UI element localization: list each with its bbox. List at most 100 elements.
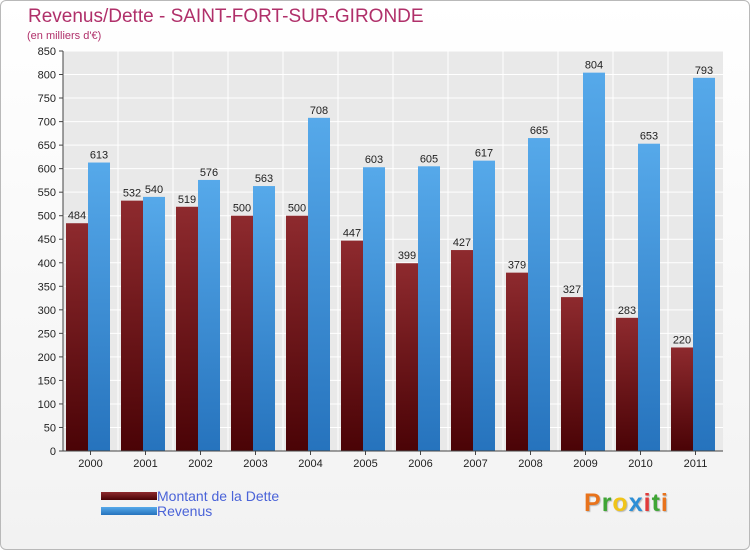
data-label: 519 <box>178 194 196 206</box>
data-label: 447 <box>343 228 361 240</box>
legend-swatch-revenus <box>101 506 157 515</box>
bar-dette <box>671 347 693 451</box>
legend-label-dette: Montant de la Dette <box>157 487 280 504</box>
x-tick-label: 2000 <box>78 458 102 470</box>
bars: 484 613 532 540 519 576 500 563 500 708 447 603 399 6… <box>66 60 715 452</box>
data-label: 500 <box>233 203 251 215</box>
bar-revenus <box>528 138 550 451</box>
y-tick-label: 750 <box>38 93 56 105</box>
x-tick-label: 2008 <box>518 458 542 470</box>
data-label: 793 <box>695 65 713 77</box>
y-tick-label: 400 <box>38 258 56 270</box>
x-tick-label: 2011 <box>684 458 708 470</box>
y-tick-label: 250 <box>38 328 56 340</box>
y-tick-label: 150 <box>38 375 56 387</box>
logo-letter: i <box>660 489 669 517</box>
y-axis: 0 50 100 150 200 250 300 350 400 450 500 550 600 650 7… <box>38 46 64 458</box>
logo-letter: r <box>601 489 613 517</box>
y-tick-label: 350 <box>38 281 56 293</box>
data-label: 603 <box>365 154 383 166</box>
bar-dette <box>561 297 583 451</box>
bar-revenus <box>198 179 220 452</box>
y-tick-label: 100 <box>38 399 56 411</box>
data-label: 665 <box>530 125 548 137</box>
data-label: 605 <box>420 153 438 165</box>
bar-dette <box>451 250 473 451</box>
x-tick-label: 2005 <box>353 458 377 470</box>
legend-swatch-dette <box>101 491 157 500</box>
y-tick-label: 850 <box>38 46 56 58</box>
bar-revenus <box>418 166 440 451</box>
logo-letter: P <box>584 489 602 517</box>
x-axis: 2000 2001 2002 2003 2004 2005 2006 2007 2008 2009… <box>63 450 723 470</box>
logo-letter: i <box>643 489 652 517</box>
y-tick-label: 800 <box>38 70 56 82</box>
data-label: 708 <box>310 105 328 117</box>
bar-dette <box>121 200 143 451</box>
logo-letter: x <box>628 489 644 517</box>
data-label: 617 <box>475 148 493 160</box>
y-tick-label: 650 <box>38 140 56 152</box>
proxiti-logo: Proxiti <box>584 489 669 518</box>
data-label: 327 <box>563 284 581 296</box>
bar-revenus <box>638 143 660 452</box>
bar-dette <box>341 240 363 451</box>
y-tick-label: 500 <box>38 211 56 223</box>
bar-revenus <box>253 186 275 451</box>
data-label: 804 <box>585 60 603 72</box>
data-label: 283 <box>618 305 636 317</box>
bar-revenus <box>88 162 110 451</box>
data-label: 399 <box>398 250 416 262</box>
data-label: 220 <box>673 334 691 346</box>
data-label: 484 <box>68 210 86 222</box>
bar-revenus <box>363 167 385 451</box>
bar-dette <box>176 206 198 451</box>
chart-subtitle: (en milliers d'€) <box>27 30 102 42</box>
y-tick-label: 50 <box>44 422 56 434</box>
data-label: 576 <box>200 167 218 179</box>
bar-dette <box>231 215 253 451</box>
data-label: 613 <box>90 150 108 162</box>
data-label: 563 <box>255 173 273 185</box>
y-tick-label: 550 <box>38 187 56 199</box>
legend-item-revenus: Revenus <box>101 502 279 519</box>
y-tick-label: 600 <box>38 164 56 176</box>
grid-lines <box>63 50 723 451</box>
y-tick-label: 0 <box>50 446 56 458</box>
y-tick-label: 300 <box>38 305 56 317</box>
bar-dette <box>286 215 308 451</box>
bar-dette <box>66 223 88 451</box>
bar-dette <box>616 317 638 451</box>
legend-label-revenus: Revenus <box>157 502 213 519</box>
x-tick-label: 2007 <box>463 458 487 470</box>
bar-revenus <box>693 77 715 451</box>
bar-dette <box>396 263 418 451</box>
data-label: 653 <box>640 131 658 143</box>
bar-revenus <box>143 196 165 451</box>
x-tick-label: 2001 <box>133 458 157 470</box>
bar-revenus <box>473 160 495 451</box>
x-tick-label: 2009 <box>573 458 597 470</box>
bar-revenus <box>308 117 330 451</box>
data-label: 540 <box>145 184 163 196</box>
chart-title: Revenus/Dette - SAINT-FORT-SUR-GIRONDE <box>28 6 424 27</box>
data-label: 532 <box>123 188 141 200</box>
bar-dette <box>506 272 528 451</box>
bar-revenus <box>583 72 605 451</box>
x-tick-label: 2002 <box>188 458 212 470</box>
x-tick-label: 2004 <box>298 458 322 470</box>
logo-letter: o <box>612 489 629 517</box>
legend: Montant de la Dette Revenus <box>101 487 280 519</box>
x-tick-label: 2006 <box>408 458 432 470</box>
legend-item-dette: Montant de la Dette <box>101 487 280 504</box>
data-label: 379 <box>508 260 526 272</box>
y-tick-label: 200 <box>38 352 56 364</box>
data-label: 427 <box>453 237 471 249</box>
y-tick-label: 700 <box>38 117 56 129</box>
x-tick-label: 2003 <box>243 458 267 470</box>
x-tick-label: 2010 <box>628 458 652 470</box>
data-label: 500 <box>288 203 306 215</box>
y-tick-label: 450 <box>38 234 56 246</box>
